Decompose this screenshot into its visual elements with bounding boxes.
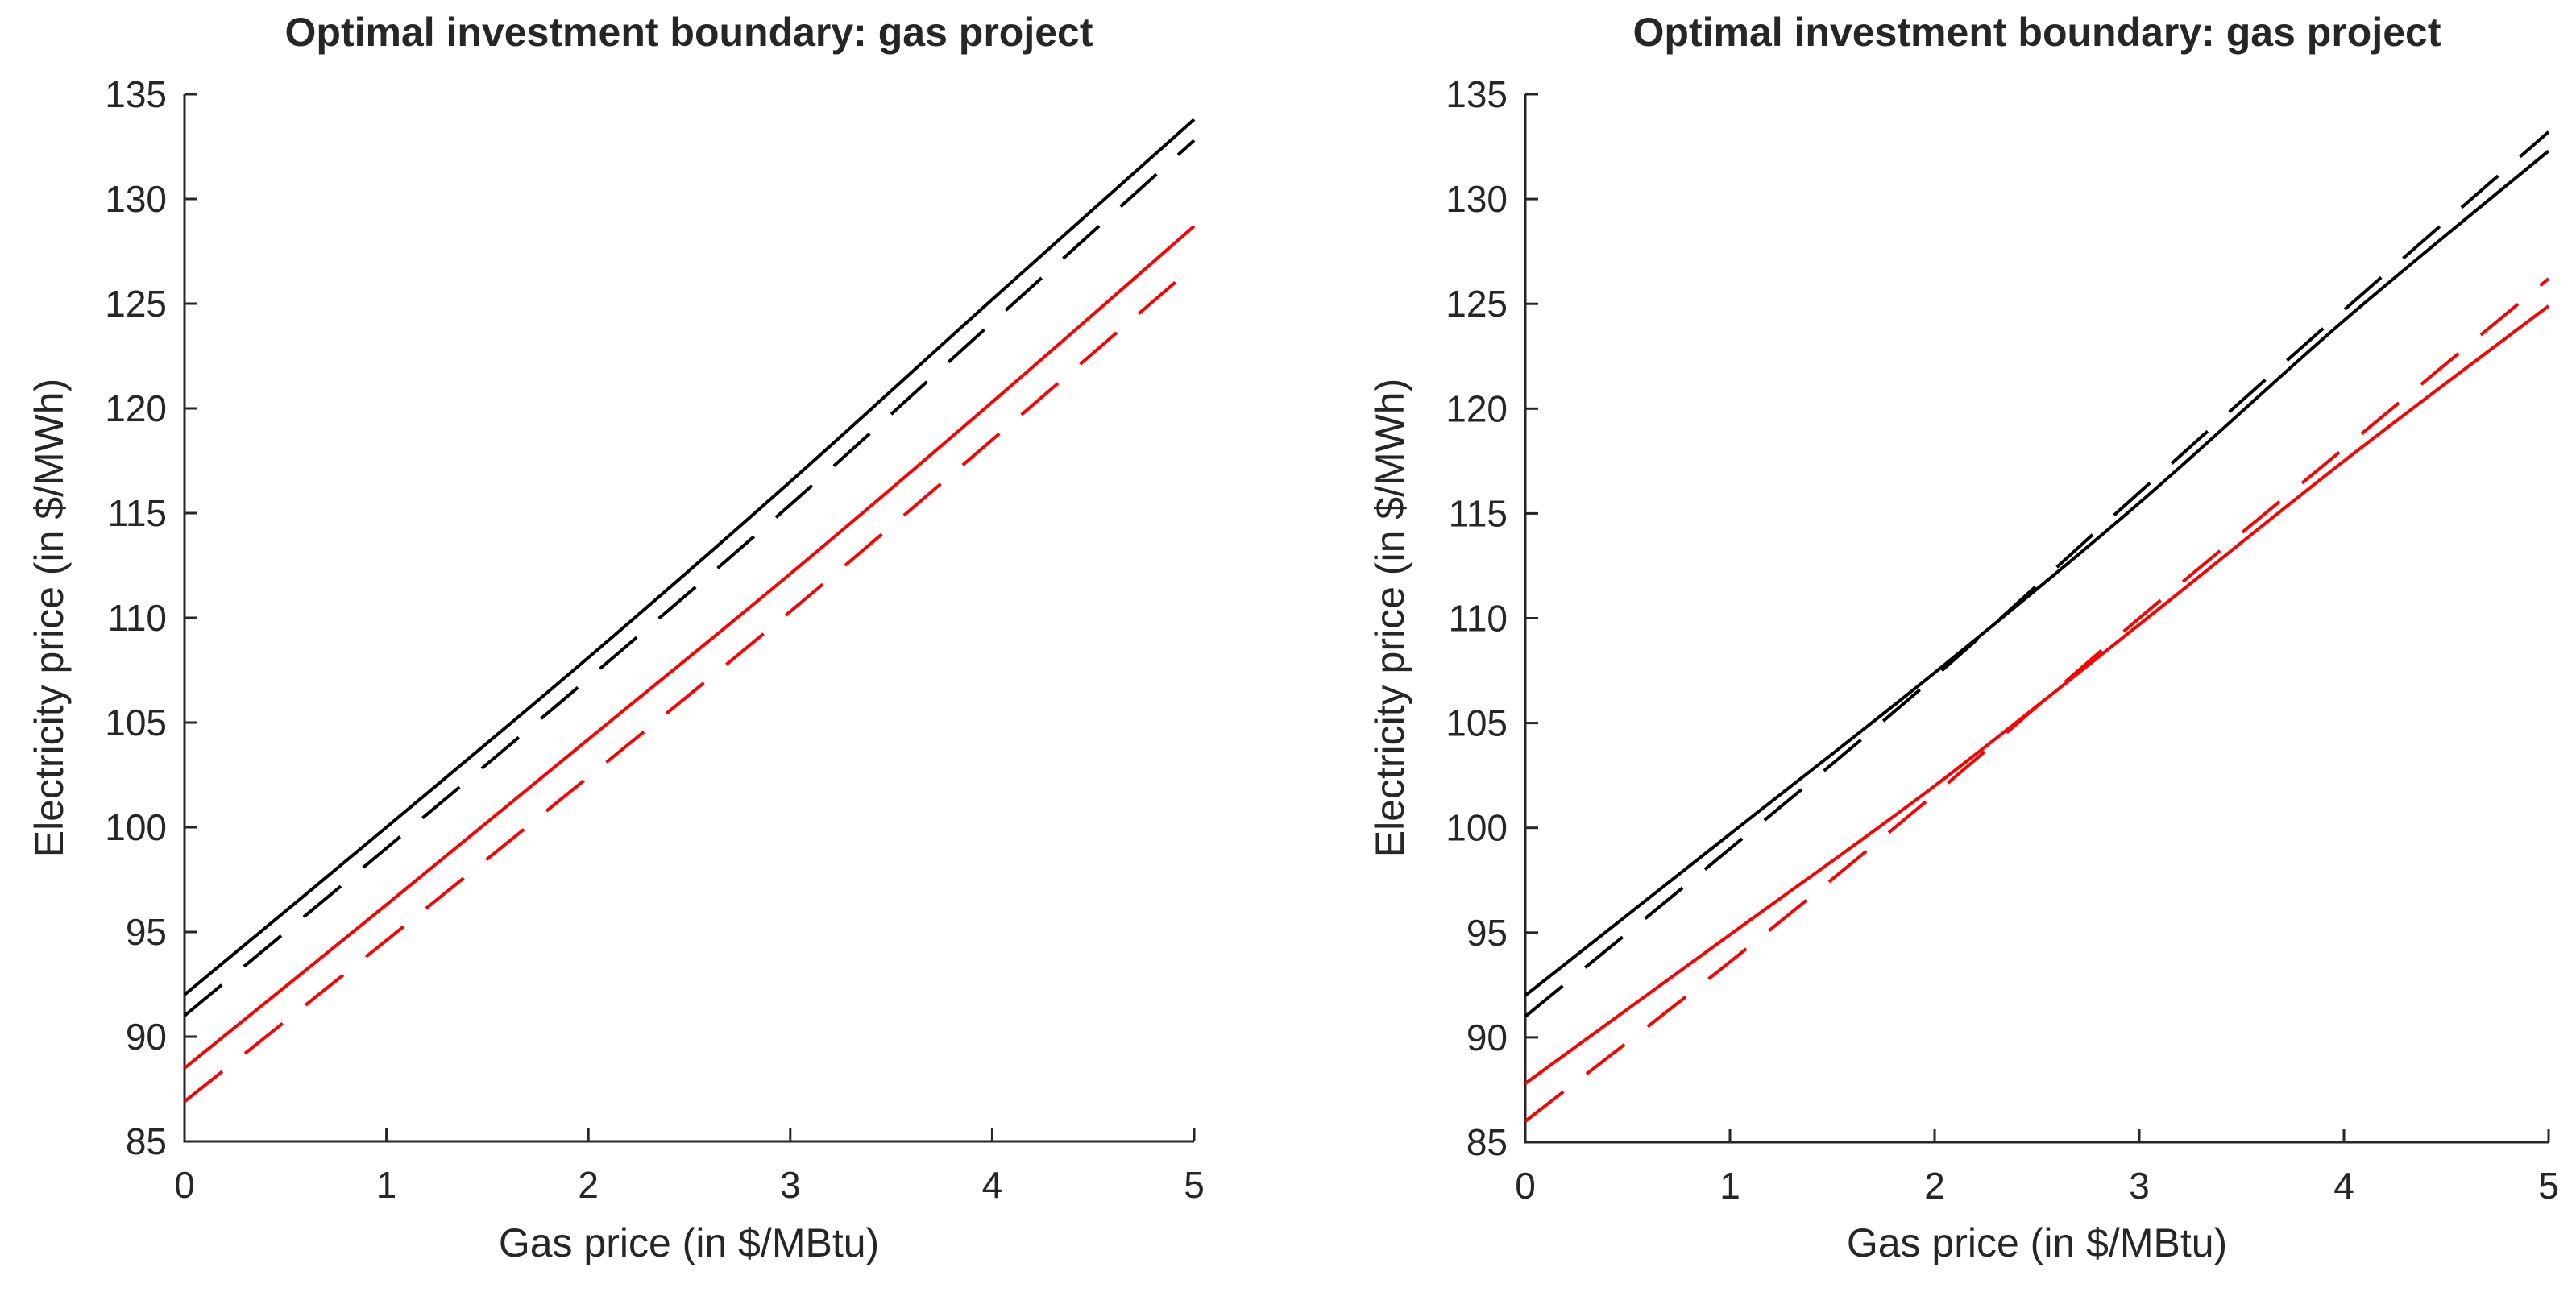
left-plot-xtick-label: 1 xyxy=(376,1164,397,1206)
right-plot-series-red-dashed-line xyxy=(1524,277,2550,1123)
right-plot-spines xyxy=(1524,94,2549,1144)
right-plot-series xyxy=(1524,130,2550,1123)
right-plot-xtick-label: 3 xyxy=(2129,1165,2150,1207)
left-plot-title: Optimal investment boundary: gas project xyxy=(285,10,1093,55)
right-plot-ytick-label: 115 xyxy=(1449,492,1508,534)
right-plot-series-black-solid-line xyxy=(1524,149,2550,997)
left-plot-series xyxy=(183,118,1196,1104)
right-plot-series-black-dashed-line xyxy=(1524,130,2550,1018)
left-plot-xlabel: Gas price (in $/MBtu) xyxy=(499,1220,879,1265)
right-plot-ytick-label: 125 xyxy=(1446,283,1508,325)
left-plot-xtick-label: 3 xyxy=(780,1164,801,1206)
left-plot-ytick-label: 85 xyxy=(126,1120,167,1162)
right-plot-ylabel: Electricity price (in $/MWh) xyxy=(1367,379,1412,858)
left-plot-spines xyxy=(183,94,1194,1143)
right-plot-xtick-label: 4 xyxy=(2333,1165,2354,1207)
right-plot-ytick-label: 135 xyxy=(1446,73,1508,115)
left-plot-ylabel: Electricity price (in $/MWh) xyxy=(27,379,72,858)
right-plot-ytick-label: 105 xyxy=(1446,702,1508,744)
left-plot-ytick-label: 90 xyxy=(126,1016,167,1058)
right-plot-xtick-label: 0 xyxy=(1515,1165,1536,1207)
right-plot-ytick-label: 120 xyxy=(1446,387,1508,429)
left-plot-series-red-dashed-line xyxy=(183,264,1196,1104)
left-plot-ytick-label: 95 xyxy=(126,911,167,953)
left-plot: Optimal investment boundary: gas project… xyxy=(27,10,1205,1265)
left-plot-xtick-label: 2 xyxy=(578,1164,599,1206)
right-plot-ytick-label: 130 xyxy=(1446,178,1508,220)
right-plot-ytick-label: 100 xyxy=(1446,807,1508,849)
right-plot-ytick-label: 95 xyxy=(1466,912,1508,954)
right-plot-xtick-label: 5 xyxy=(2538,1165,2559,1207)
right-plot-series-red-solid-line xyxy=(1524,304,2550,1085)
left-plot-ytick-label: 115 xyxy=(108,492,167,534)
right-plot-ytick-label: 85 xyxy=(1466,1121,1508,1163)
left-plot-xtick-label: 4 xyxy=(982,1164,1003,1206)
left-plot-series-red-solid-line xyxy=(183,225,1196,1070)
left-plot-xtick-label: 5 xyxy=(1184,1164,1205,1206)
left-plot-ytick-label: 110 xyxy=(108,597,167,639)
left-plot-series-black-solid-line xyxy=(183,118,1196,996)
right-plot-ytick-label: 110 xyxy=(1449,598,1508,640)
left-plot-ytick-label: 105 xyxy=(105,702,167,743)
right-plot-axes: 85 90 95 100 105 110 115 120 125 130 135 0 1 2 3 4 5 xyxy=(1446,73,2559,1207)
right-plot-xtick-label: 2 xyxy=(1924,1165,1945,1207)
left-plot-ytick-label: 135 xyxy=(105,73,167,115)
left-plot-series-black-dashed-line xyxy=(183,139,1196,1017)
left-plot-xtick-label: 0 xyxy=(174,1164,195,1206)
left-plot-axes: 85 90 95 100 105 110 115 120 125 130 135 0 1 2 3 4 5 xyxy=(105,73,1205,1206)
right-plot: Optimal investment boundary: gas project… xyxy=(1367,10,2559,1265)
right-plot-xtick-label: 1 xyxy=(1719,1165,1740,1207)
right-plot-ytick-label: 90 xyxy=(1466,1017,1508,1058)
left-plot-ytick-label: 130 xyxy=(105,178,167,220)
left-plot-ytick-label: 100 xyxy=(105,806,167,848)
right-plot-xlabel: Gas price (in $/MBtu) xyxy=(1847,1220,2227,1265)
left-plot-ytick-label: 125 xyxy=(105,283,167,325)
right-plot-title: Optimal investment boundary: gas project xyxy=(1633,10,2441,55)
left-plot-ytick-label: 120 xyxy=(105,387,167,429)
